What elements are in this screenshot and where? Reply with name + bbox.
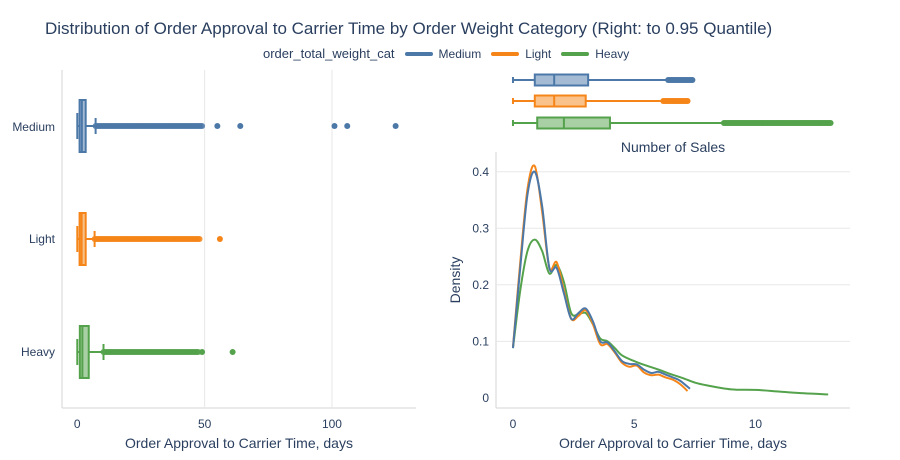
left-category-labels: Medium Light Heavy [12, 120, 55, 359]
legend-swatch-light [491, 51, 520, 56]
outlier-point [196, 236, 203, 242]
outlier-point [214, 123, 221, 129]
legend-label-light: Light [525, 46, 552, 61]
right-x-ticks: 0 5 10 [510, 417, 763, 431]
right-x-axis-title: Order Approval to Carrier Time, days [559, 435, 787, 451]
right-x-tick-2: 10 [749, 417, 763, 431]
right-gridlines [496, 171, 850, 342]
density-line-light [511, 164, 689, 392]
marginal-box-heavy [511, 116, 834, 130]
marginal-outlier-point [827, 120, 834, 126]
right-y-axis-title: Density [447, 257, 463, 304]
density-line-heavy [511, 238, 829, 396]
left-x-axis-title: Order Approval to Carrier Time, days [125, 435, 353, 451]
box-medium [76, 99, 399, 153]
left-box-panel: 0 50 100 Medium Light Heavy Order Approval… [12, 70, 416, 451]
marginal-box-medium [511, 73, 696, 87]
right-x-tick-1: 5 [631, 417, 638, 431]
right-y-tick-2: 0.2 [472, 278, 489, 292]
density-panel: 0 5 10 0 0.1 0.2 0.3 0.4 Number of Sales Order… [447, 139, 850, 451]
box-body [78, 325, 90, 379]
marginal-outlier-point [684, 98, 691, 104]
density-lines [511, 164, 829, 396]
density-subplot-title: Number of Sales [621, 139, 725, 155]
legend-swatch-heavy [561, 51, 590, 56]
left-gridlines [204, 70, 333, 408]
left-boxes [76, 99, 399, 379]
marginal-box-panel [511, 73, 834, 130]
left-x-tick-0: 0 [74, 417, 81, 431]
legend-item-light[interactable]: Light [491, 47, 551, 61]
outlier-point [216, 236, 223, 242]
category-label-light: Light [29, 232, 56, 246]
outlier-point [199, 349, 206, 355]
outlier-point [229, 349, 236, 355]
marginal-outlier-point [689, 77, 696, 83]
right-y-tick-3: 0.3 [472, 221, 489, 235]
outlier-point [344, 123, 351, 129]
right-x-tick-0: 0 [510, 417, 517, 431]
legend: order_total_weight_cat Medium Light Heav… [263, 46, 639, 61]
marginal-box-body [533, 94, 587, 108]
right-y-ticks: 0 0.1 0.2 0.3 0.4 [472, 165, 489, 405]
box-heavy [76, 325, 236, 379]
box-light [76, 212, 223, 266]
box-body [78, 212, 87, 266]
outlier-point [331, 123, 338, 129]
legend-swatch-medium [404, 51, 433, 56]
category-label-medium: Medium [12, 120, 55, 134]
right-y-tick-1: 0.1 [472, 334, 489, 348]
category-label-heavy: Heavy [21, 345, 55, 359]
outlier-point [199, 123, 206, 129]
right-y-tick-4: 0.4 [472, 165, 489, 179]
marginal-box-light [511, 94, 691, 108]
legend-item-heavy[interactable]: Heavy [561, 47, 629, 61]
outlier-point [392, 123, 399, 129]
left-x-tick-2: 100 [322, 417, 342, 431]
outlier-point [237, 123, 244, 129]
chart-title: Distribution of Order Approval to Carrie… [45, 19, 773, 38]
left-x-ticks: 0 50 100 [74, 417, 342, 431]
legend-label-medium: Medium [438, 46, 482, 61]
density-line-medium [511, 170, 691, 390]
right-y-tick-0: 0 [482, 391, 489, 405]
legend-title: order_total_weight_cat [263, 46, 395, 61]
legend-item-medium[interactable]: Medium [404, 46, 482, 61]
marginal-box-body [533, 73, 590, 87]
legend-label-heavy: Heavy [595, 46, 630, 61]
marginal-box-body [536, 116, 611, 130]
left-x-tick-1: 50 [198, 417, 212, 431]
